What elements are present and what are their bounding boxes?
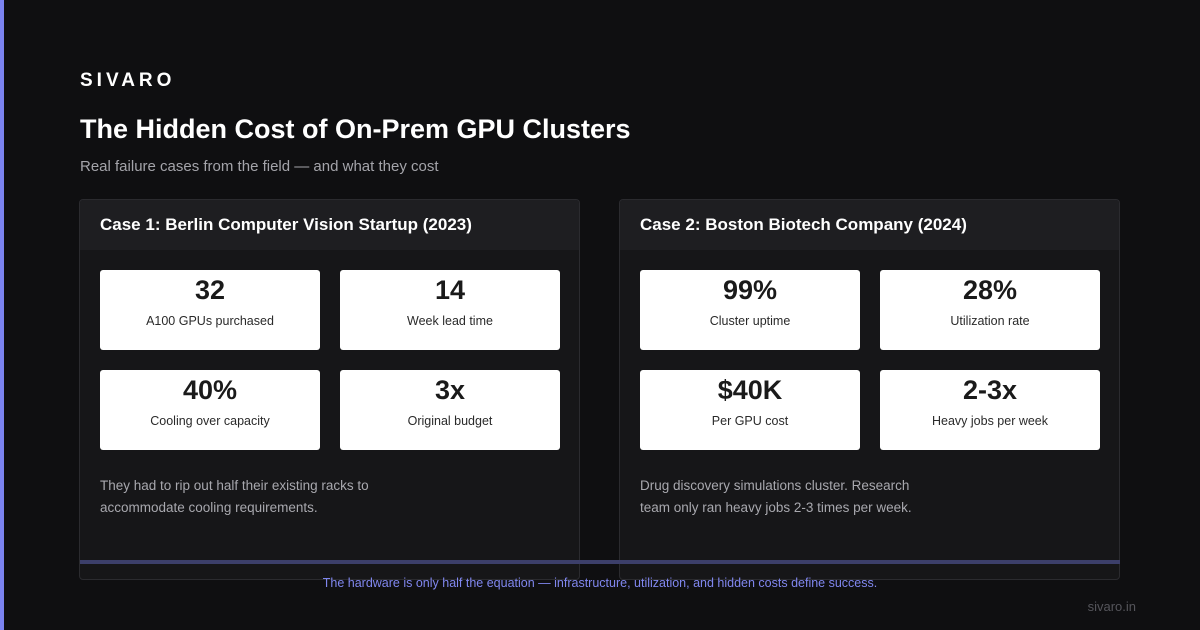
stat-tile: 40% Cooling over capacity	[100, 370, 320, 450]
brand-logo: SIVARO	[80, 70, 176, 91]
stat-label: Week lead time	[407, 314, 493, 328]
stat-value: 32	[194, 275, 226, 305]
stat-value: 28%	[962, 275, 1018, 305]
footer-url: sivaro.in	[1087, 599, 1136, 614]
page-subtitle: Real failure cases from the field — and …	[80, 158, 439, 175]
case-card-boston: Case 2: Boston Biotech Company (2024) 99…	[619, 199, 1120, 580]
stat-tile: 2-3x Heavy jobs per week	[880, 370, 1100, 450]
stat-label: Cluster uptime	[709, 314, 791, 328]
case-note: They had to rip out half their existing …	[100, 478, 369, 515]
stat-value: 14	[434, 275, 466, 305]
stat-tile: $40K Per GPU cost	[640, 370, 860, 450]
stat-label: Heavy jobs per week	[931, 414, 1049, 428]
page-title: The Hidden Cost of On-Prem GPU Clusters	[80, 114, 631, 144]
stat-tile: 3x Original budget	[340, 370, 560, 450]
stat-tile: 28% Utilization rate	[880, 270, 1100, 350]
stat-tile: 14 Week lead time	[340, 270, 560, 350]
stat-value: 2-3x	[962, 375, 1018, 405]
stat-value: 3x	[434, 375, 466, 405]
stat-tile: 99% Cluster uptime	[640, 270, 860, 350]
stat-grid: 99% Cluster uptime 28% Utilization rate …	[640, 270, 1100, 450]
stat-grid: 32 A100 GPUs purchased 14 Week lead time…	[100, 270, 560, 450]
footer-divider	[80, 560, 1120, 564]
stat-value: $40K	[717, 375, 783, 405]
stat-tile: 32 A100 GPUs purchased	[100, 270, 320, 350]
stat-label: Cooling over capacity	[150, 414, 270, 428]
stat-label: Utilization rate	[950, 314, 1030, 328]
case-card-berlin: Case 1: Berlin Computer Vision Startup (…	[79, 199, 580, 580]
case-heading: Case 1: Berlin Computer Vision Startup (…	[80, 200, 579, 250]
left-accent-bar	[0, 0, 4, 630]
stat-value: 40%	[182, 375, 238, 405]
footer-tagline: The hardware is only half the equation —…	[322, 576, 878, 590]
stat-value: 99%	[722, 275, 778, 305]
case-heading: Case 2: Boston Biotech Company (2024)	[620, 200, 1119, 250]
stat-label: Per GPU cost	[711, 414, 789, 428]
stat-label: Original budget	[407, 414, 493, 428]
stat-label: A100 GPUs purchased	[146, 314, 274, 328]
case-note: Drug discovery simulations cluster. Rese…	[640, 478, 912, 515]
